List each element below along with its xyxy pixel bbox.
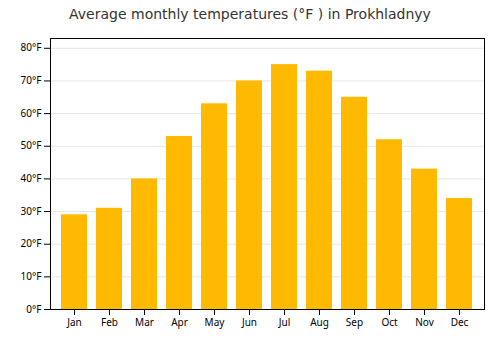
svg-text:Jul: Jul (278, 315, 291, 329)
svg-text:80°F: 80°F (21, 40, 42, 54)
svg-text:Oct: Oct (381, 315, 398, 329)
svg-text:20°F: 20°F (21, 236, 42, 250)
svg-text:May: May (205, 315, 226, 329)
svg-text:60°F: 60°F (21, 106, 42, 120)
svg-text:Apr: Apr (171, 315, 188, 329)
svg-text:Jan: Jan (66, 315, 82, 329)
svg-text:10°F: 10°F (21, 269, 42, 283)
svg-text:70°F: 70°F (21, 73, 42, 87)
svg-text:Jun: Jun (241, 315, 257, 329)
svg-text:Feb: Feb (101, 315, 118, 329)
svg-text:30°F: 30°F (21, 204, 42, 218)
svg-text:Dec: Dec (451, 315, 469, 329)
svg-text:Sep: Sep (346, 315, 363, 329)
svg-text:Mar: Mar (135, 315, 154, 329)
svg-text:50°F: 50°F (21, 138, 42, 152)
svg-text:Aug: Aug (310, 315, 329, 329)
svg-text:40°F: 40°F (21, 171, 42, 185)
svg-text:Nov: Nov (415, 315, 434, 329)
html-text:Average monthly temperatures (: Average monthly temperatures (°F ) in Pr… (69, 6, 431, 22)
svg-text:0°F: 0°F (26, 302, 41, 316)
